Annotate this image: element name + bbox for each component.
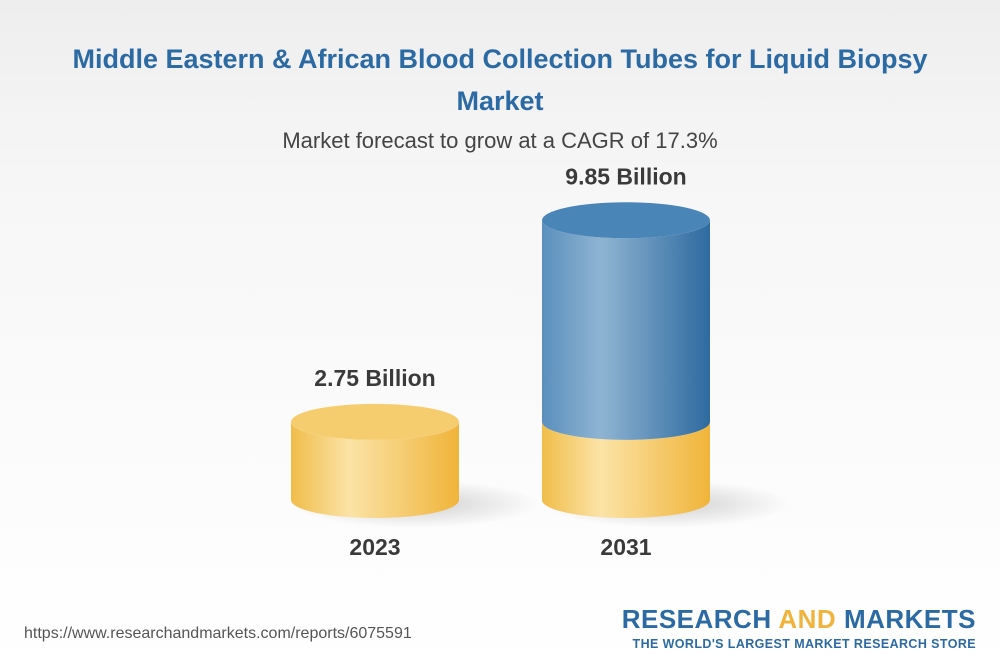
- chart-subtitle: Market forecast to grow at a CAGR of 17.…: [282, 128, 718, 153]
- chart-title: Middle Eastern & African Blood Collectio…: [72, 44, 928, 116]
- data-label: 9.85 Billion: [565, 163, 686, 189]
- bar-body: [291, 421, 459, 518]
- brand-tagline: THE WORLD'S LARGEST MARKET RESEARCH STOR…: [632, 637, 976, 651]
- bar-base-segment: [542, 421, 710, 518]
- bar-growth-segment: [542, 220, 710, 440]
- x-tick-label: 2023: [349, 534, 400, 560]
- source-url[interactable]: https://www.researchandmarkets.com/repor…: [24, 625, 412, 642]
- bar-2023: 2.75 Billion 2023: [291, 365, 539, 560]
- bar-top: [291, 403, 459, 440]
- x-tick-label: 2031: [600, 534, 651, 560]
- bar-2031: 9.85 Billion 2031: [542, 163, 790, 560]
- brand-logo: RESEARCH AND MARKETS THE WORLD'S LARGEST…: [622, 604, 976, 651]
- bar-top: [542, 202, 710, 239]
- data-label: 2.75 Billion: [314, 365, 435, 391]
- brand-name: RESEARCH AND MARKETS: [621, 604, 976, 634]
